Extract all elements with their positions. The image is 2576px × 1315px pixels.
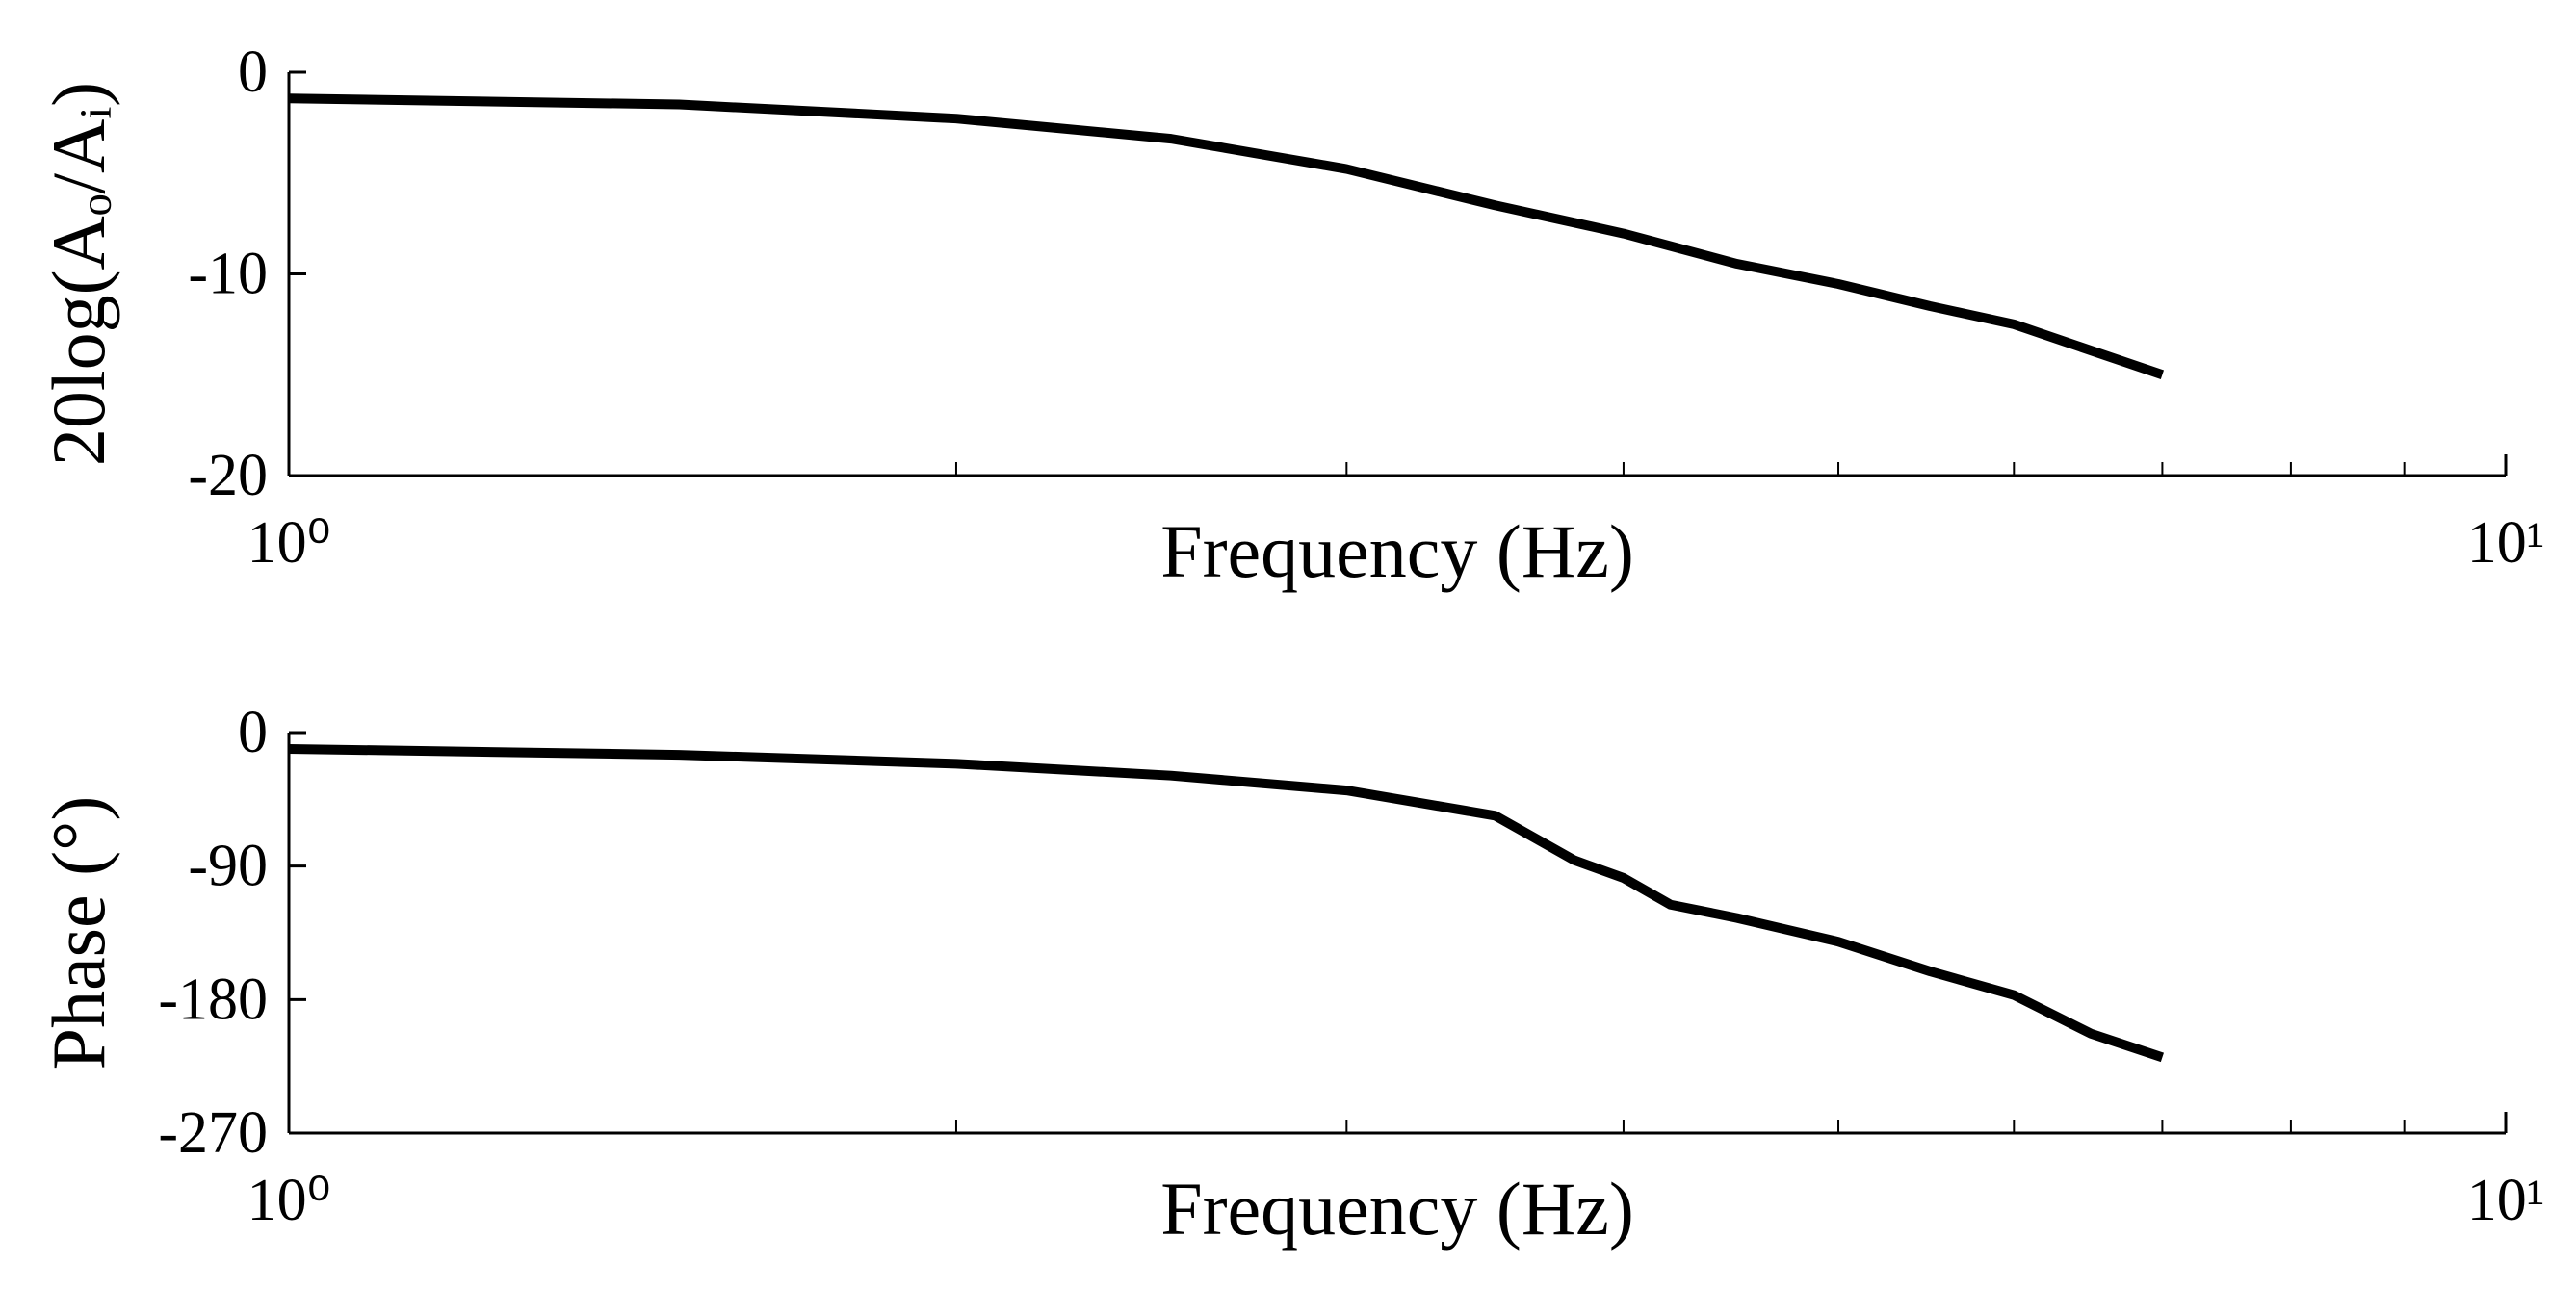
x-tick-label: 10¹ — [2467, 510, 2545, 576]
y-tick-label: -90 — [188, 834, 268, 899]
x-tick-label: 10⁰ — [247, 510, 331, 576]
data-line — [288, 743, 2164, 1063]
x-axis-title: Frequency (Hz) — [1160, 1167, 1634, 1251]
y-tick-label: -270 — [158, 1100, 268, 1166]
y-tick-label: 0 — [238, 700, 268, 765]
x-tick-label: 10⁰ — [247, 1168, 331, 1233]
y-axis-title: Phase (°) — [37, 796, 120, 1070]
y-tick-label: -180 — [158, 967, 268, 1032]
y-tick-label: 0 — [238, 39, 268, 105]
x-axis-title: Frequency (Hz) — [1160, 509, 1634, 593]
y-tick-label: -20 — [188, 443, 268, 508]
x-tick-label: 10¹ — [2467, 1168, 2545, 1233]
y-tick-label: -10 — [188, 242, 268, 307]
data-line — [288, 93, 2165, 379]
y-axis-title: 20log(Aₒ/Aᵢ) — [37, 82, 120, 466]
